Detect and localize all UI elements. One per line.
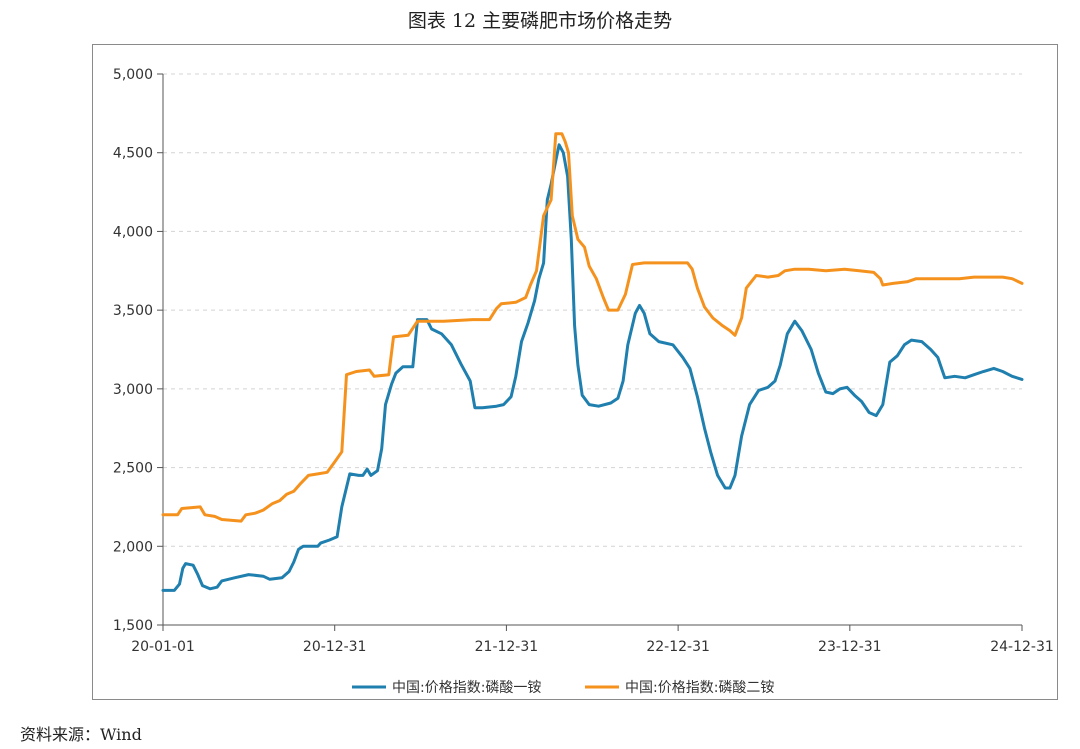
source-note: 资料来源：Wind xyxy=(20,725,142,744)
x-tick-label: 21-12-31 xyxy=(475,639,539,655)
x-tick-label: 20-12-31 xyxy=(303,639,367,655)
y-tick-label: 5,000 xyxy=(113,67,153,83)
x-tick-label: 22-12-31 xyxy=(646,639,710,655)
legend-label: 中国:价格指数:磷酸二铵 xyxy=(625,680,774,696)
y-tick-label: 2,000 xyxy=(113,539,153,555)
grid-layer xyxy=(163,73,1022,547)
axis-layer: 1,500 2,000 2,500 3,000 3,500 4,000 4,500 5,000… xyxy=(113,67,1054,655)
y-tick-label: 2,500 xyxy=(113,461,153,477)
y-tick-label: 4,000 xyxy=(113,224,153,240)
y-tick-label: 4,500 xyxy=(113,146,153,162)
legend-label: 中国:价格指数:磷酸一铵 xyxy=(392,680,541,696)
figure-title: 图表 12 主要磷肥市场价格走势 xyxy=(407,10,673,32)
y-tick-label: 1,500 xyxy=(113,618,153,634)
x-tick-label: 20-01-01 xyxy=(131,639,195,655)
x-tick-label: 23-12-31 xyxy=(818,639,882,655)
series-line-dap xyxy=(161,132,1024,523)
legend: 中国:价格指数:磷酸一铵 中国:价格指数:磷酸二铵 xyxy=(352,680,774,696)
x-tick-label: 24-12-31 xyxy=(990,639,1054,655)
series-line-map xyxy=(161,143,1024,592)
y-tick-label: 3,000 xyxy=(113,382,153,398)
chart-frame xyxy=(92,44,1058,700)
series-layer xyxy=(161,132,1024,592)
y-tick-label: 3,500 xyxy=(113,303,153,319)
